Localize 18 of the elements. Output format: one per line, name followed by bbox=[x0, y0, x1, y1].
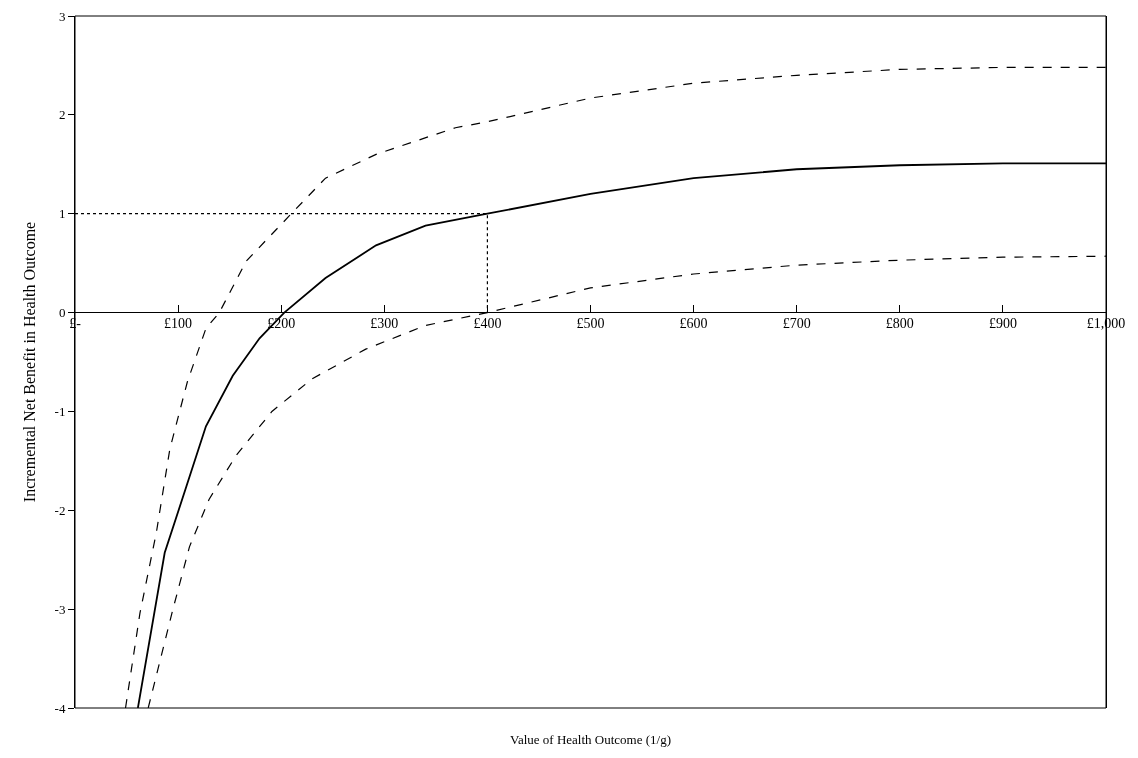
x-axis-title: Value of Health Outcome (1/g) bbox=[510, 732, 672, 747]
y-tick-label: -3 bbox=[54, 601, 66, 617]
x-tick-label: £800 bbox=[885, 315, 914, 331]
y-tick-label: 2 bbox=[58, 107, 66, 123]
x-tick-label: £300 bbox=[370, 315, 399, 331]
x-tick-label: £700 bbox=[782, 315, 811, 331]
x-tick-label: £400 bbox=[473, 315, 502, 331]
y-axis-title: Incremental Net Benefit in Health Outcome bbox=[21, 221, 39, 503]
x-tick-label: £900 bbox=[988, 315, 1017, 331]
x-tick-label: £100 bbox=[164, 315, 193, 331]
y-tick-label: -1 bbox=[54, 403, 66, 419]
y-tick-label: 0 bbox=[58, 305, 66, 321]
x-tick-label: £500 bbox=[576, 315, 605, 331]
y-tick-label: -4 bbox=[54, 700, 66, 716]
y-tick-label: 1 bbox=[58, 206, 66, 222]
y-tick-label: 3 bbox=[58, 8, 66, 24]
x-tick-label: £600 bbox=[679, 315, 708, 331]
y-tick-label: -2 bbox=[54, 502, 66, 518]
